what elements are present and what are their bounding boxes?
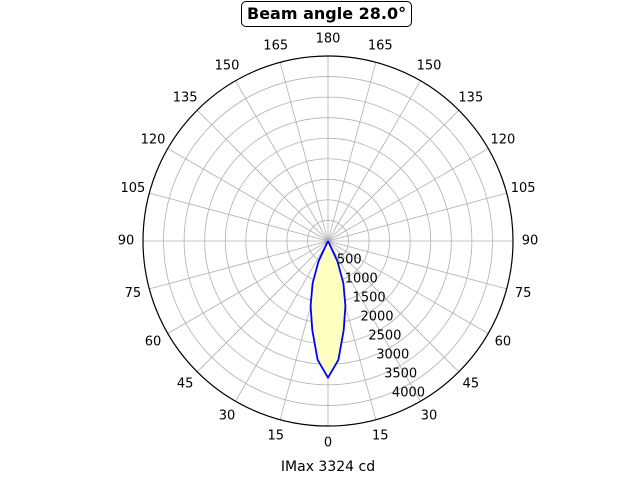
angle-tick-label: 75 (515, 286, 532, 301)
x-axis-label: IMax 3324 cd (281, 459, 375, 475)
angular-gridline (167, 148, 329, 242)
angle-tick-label: 30 (421, 408, 438, 423)
angle-tick-label: 15 (267, 429, 284, 444)
angular-gridline (327, 240, 507, 290)
polar-frame (142, 55, 514, 427)
chart-title: Beam angle 28.0° (241, 1, 413, 27)
angle-tick-label: 90 (118, 234, 135, 249)
angular-gridline (327, 192, 507, 242)
angular-grid (143, 56, 513, 426)
angle-tick-label: 135 (173, 91, 198, 106)
angular-gridline (327, 240, 460, 373)
angle-tick-label: 75 (125, 286, 142, 301)
angular-gridline (235, 80, 329, 242)
angular-gridline (327, 62, 377, 242)
angular-gridline (235, 240, 329, 402)
angle-tick-label: 60 (495, 335, 512, 350)
angular-gridline (196, 109, 329, 242)
angle-tick-label: 180 (316, 32, 341, 47)
angle-tick-label: 0 (324, 436, 332, 451)
angle-tick-label: 165 (263, 38, 288, 53)
series-fill (310, 241, 346, 378)
angle-tick-label: 165 (368, 38, 393, 53)
radial-tick-label: 3500 (384, 366, 417, 381)
data-layer (309, 240, 347, 379)
angle-tick-label: 105 (511, 181, 536, 196)
angular-gridline (196, 240, 329, 373)
radial-tick-label: 500 (337, 252, 362, 267)
angle-tick-label: 45 (463, 376, 480, 391)
angle-tick-label: 15 (372, 429, 389, 444)
angular-gridline (327, 240, 421, 402)
angular-gridline (327, 148, 489, 242)
radial-tick-label: 1000 (345, 271, 378, 286)
angular-gridline (327, 80, 421, 242)
radial-tick-label: 1500 (353, 290, 386, 305)
angular-gridline (149, 240, 329, 290)
angular-gridline (149, 192, 329, 242)
angle-tick-label: 60 (145, 335, 162, 350)
radial-tick-labels: 500 1000 1500 2000 2500 3000 3500 4000 (337, 252, 425, 400)
angular-gridline (279, 62, 329, 242)
angle-tick-label: 150 (215, 59, 240, 74)
angle-tick-label: 30 (219, 408, 236, 423)
radial-tick-label: 4000 (392, 385, 425, 400)
angle-tick-label: 120 (141, 133, 166, 148)
angular-gridline (167, 240, 329, 334)
angle-tick-label: 120 (491, 133, 516, 148)
angle-tick-label: 105 (120, 181, 145, 196)
radial-tick-label: 3000 (376, 347, 409, 362)
radial-tick-label: 2500 (368, 328, 401, 343)
angle-tick-label: 150 (417, 59, 442, 74)
angular-gridline (327, 240, 489, 334)
angle-tick-label: 45 (177, 376, 194, 391)
angle-tick-label: 135 (458, 91, 483, 106)
angular-gridline (327, 109, 460, 242)
radial-tick-label: 2000 (360, 309, 393, 324)
angle-tick-labels: 0 15 30 45 60 75 90 105 120 135 150 165 180 165 150 135… (118, 32, 539, 451)
angle-tick-label: 90 (522, 234, 539, 249)
series-line (309, 240, 347, 379)
